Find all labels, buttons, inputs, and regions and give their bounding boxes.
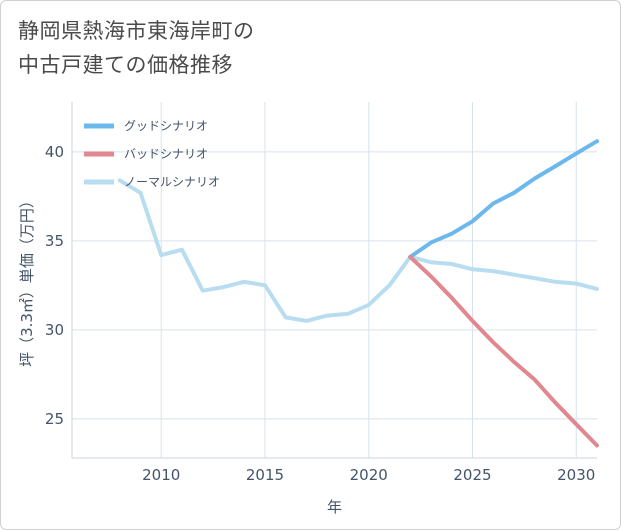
x-tick-label: 2010 [142,466,180,484]
series-line-0 [408,139,599,259]
chart-title-line2: 中古戸建ての価格推移 [18,53,233,77]
legend-label: ノーマルシナリオ [124,175,220,189]
chart-title: 静岡県熱海市東海岸町の 中古戸建ての価格推移 [18,14,255,82]
x-tick-label: 2030 [557,466,595,484]
legend-label: グッドシナリオ [124,119,208,133]
y-axis-title: 坪（3.3㎡）単価（万円） [18,193,36,367]
series-layer [117,139,599,448]
chart-title-line1: 静岡県熱海市東海岸町の [18,19,255,43]
series-line-1 [408,254,599,448]
axes: 2010 2015 2020 2025 2030 25 30 35 40 [45,102,597,484]
plot-area [72,102,597,458]
grid-lines [72,102,597,458]
y-tick-label: 30 [45,321,64,339]
x-axis-title: 年 [327,498,342,516]
legend-label: バッドシナリオ [124,147,208,161]
y-tick-label: 40 [45,143,64,161]
x-tick-label: 2025 [453,466,491,484]
x-tick-label: 2020 [350,466,388,484]
y-tick-label: 25 [45,410,64,428]
y-tick-label: 35 [45,232,64,250]
series-line-2 [117,178,599,323]
x-tick-label: 2015 [246,466,284,484]
